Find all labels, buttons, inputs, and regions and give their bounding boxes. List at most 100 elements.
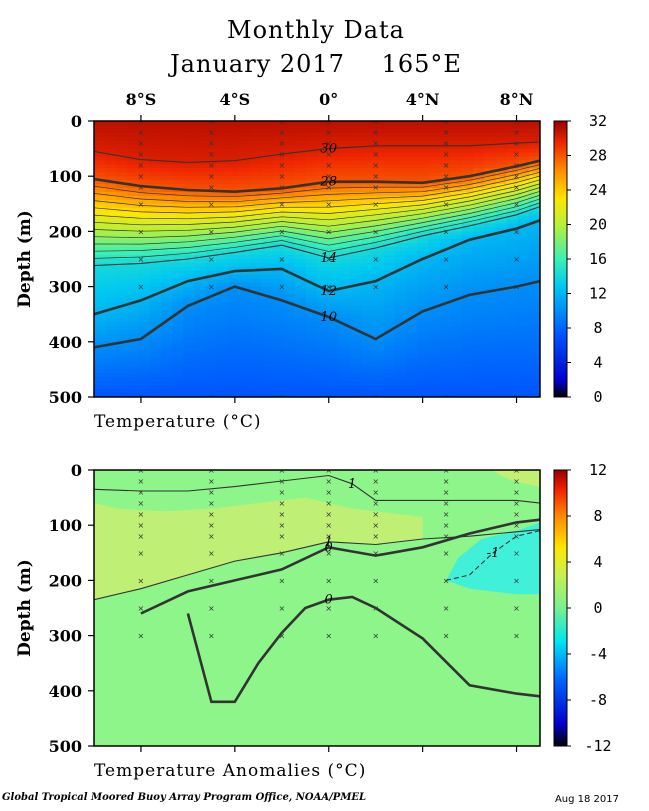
heatmap-cell — [517, 203, 530, 209]
heatmap-cell — [172, 136, 184, 142]
heatmap-cell — [94, 282, 106, 288]
heatmap-cell — [473, 148, 485, 154]
heatmap-cell — [406, 239, 418, 244]
heatmap-cell — [261, 329, 273, 335]
heatmap-cell — [328, 207, 340, 213]
heatmap-cell — [116, 262, 129, 268]
heatmap-cell — [116, 282, 129, 288]
heatmap-cell — [395, 377, 407, 382]
heatmap-cell — [328, 353, 340, 359]
heatmap-cell — [439, 314, 452, 319]
heatmap-cell — [473, 262, 485, 268]
heatmap-cell — [517, 373, 530, 378]
heatmap-cell — [250, 373, 262, 378]
heatmap-cell — [361, 329, 374, 335]
heatmap-cell — [227, 322, 240, 327]
heatmap-cell — [261, 168, 273, 173]
heatmap-cell — [272, 140, 285, 146]
sample-marker: × — [138, 604, 145, 613]
heatmap-cell — [183, 290, 195, 296]
heatmap-cell — [528, 333, 540, 339]
heatmap-cell — [194, 251, 207, 256]
heatmap-cell — [461, 369, 474, 374]
heatmap-cell — [417, 152, 430, 158]
heatmap-cell — [283, 160, 296, 165]
heatmap-cell — [339, 172, 352, 177]
heatmap-cell — [94, 318, 106, 323]
heatmap-cell — [517, 349, 530, 355]
heatmap-cell — [361, 361, 374, 367]
heatmap-cell — [417, 124, 430, 130]
heatmap-cell — [172, 128, 184, 134]
heatmap-cell — [116, 361, 129, 367]
heatmap-cell — [372, 270, 385, 276]
heatmap-cell — [450, 251, 463, 256]
sample-marker: × — [443, 488, 450, 497]
heatmap-cell — [450, 318, 463, 323]
heatmap-cell — [272, 326, 285, 331]
heatmap-cell — [395, 191, 407, 197]
heatmap-cell — [417, 207, 430, 213]
heatmap-cell — [172, 156, 184, 162]
heatmap-cell — [116, 322, 129, 327]
heatmap-cell — [461, 144, 474, 150]
heatmap-cell — [127, 144, 140, 150]
heatmap-cell — [216, 203, 229, 209]
heatmap-cell — [272, 314, 285, 319]
heatmap-cell — [473, 345, 485, 351]
heatmap-cell — [183, 243, 195, 248]
heatmap-cell — [283, 207, 296, 213]
heatmap-cell — [395, 318, 407, 323]
heatmap-cell — [372, 136, 385, 142]
heatmap-cell — [238, 199, 251, 205]
heatmap-cell — [406, 172, 418, 177]
heatmap-cell — [439, 172, 452, 177]
heatmap-cell — [350, 302, 363, 307]
heatmap-cell — [116, 259, 129, 264]
heatmap-cell — [417, 156, 430, 162]
heatmap-cell — [517, 132, 530, 138]
heatmap-cell — [361, 318, 374, 323]
heatmap-cell — [461, 361, 474, 367]
heatmap-cell — [484, 164, 496, 169]
heatmap-cell — [261, 314, 273, 319]
heatmap-cell — [417, 329, 430, 335]
heatmap-cell — [283, 365, 296, 370]
sample-marker: × — [278, 466, 285, 475]
heatmap-cell — [484, 302, 496, 307]
heatmap-cell — [138, 188, 151, 193]
heatmap-cell — [149, 302, 162, 307]
heatmap-cell — [406, 148, 418, 154]
heatmap-cell — [328, 188, 340, 193]
sample-marker: × — [513, 576, 520, 585]
heatmap-cell — [406, 124, 418, 130]
heatmap-cell — [428, 195, 441, 201]
heatmap-cell — [506, 306, 519, 311]
heatmap-cell — [383, 322, 396, 327]
heatmap-cell — [317, 251, 329, 256]
heatmap-cell — [506, 393, 519, 397]
heatmap-cell — [506, 239, 519, 244]
heatmap-cell — [528, 361, 540, 367]
contour-line — [94, 474, 540, 504]
heatmap-cell — [439, 144, 452, 150]
y-tick-label: 100 — [49, 167, 82, 186]
heatmap-cell — [372, 266, 385, 272]
heatmap-cell — [461, 255, 474, 260]
heatmap-cell — [361, 128, 374, 134]
heatmap-cell — [138, 156, 151, 162]
heatmap-cell — [361, 184, 374, 189]
heatmap-cell — [127, 176, 140, 181]
heatmap-cell — [517, 168, 530, 173]
heatmap-cell — [227, 188, 240, 193]
heatmap-cell — [183, 262, 195, 268]
heatmap-cell — [484, 322, 496, 327]
sample-marker: × — [208, 117, 215, 126]
heatmap-cell — [406, 278, 418, 284]
heatmap-cell — [283, 282, 296, 288]
heatmap-cell — [439, 357, 452, 363]
sample-marker: × — [138, 521, 145, 530]
colorbar-tick-label: -12 — [584, 737, 611, 755]
heatmap-cell — [372, 310, 385, 315]
heatmap-cell — [105, 266, 117, 272]
